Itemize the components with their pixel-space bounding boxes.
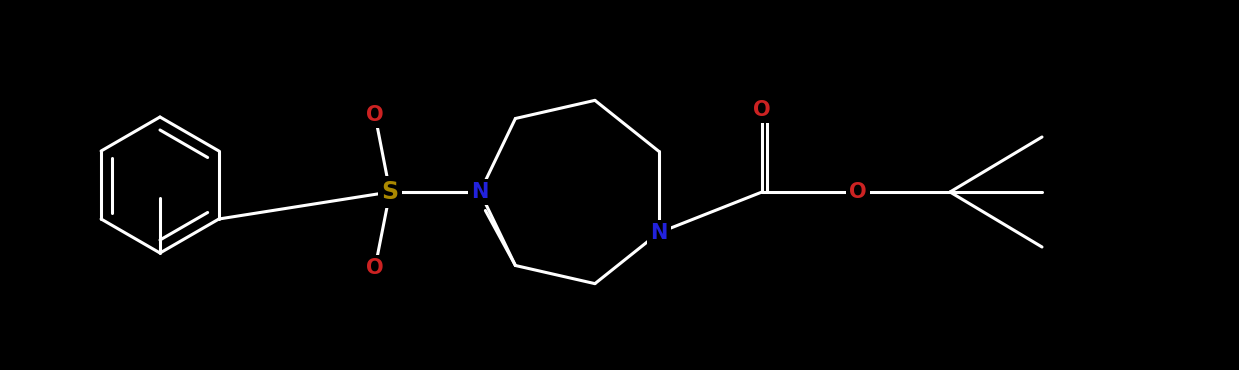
Text: O: O (753, 100, 771, 120)
Text: N: N (650, 223, 668, 243)
Text: S: S (382, 180, 399, 204)
Text: N: N (471, 182, 488, 202)
Text: O: O (367, 105, 384, 125)
Text: O: O (367, 258, 384, 278)
Text: O: O (849, 182, 867, 202)
Text: N: N (471, 182, 488, 202)
Text: N: N (471, 182, 488, 202)
